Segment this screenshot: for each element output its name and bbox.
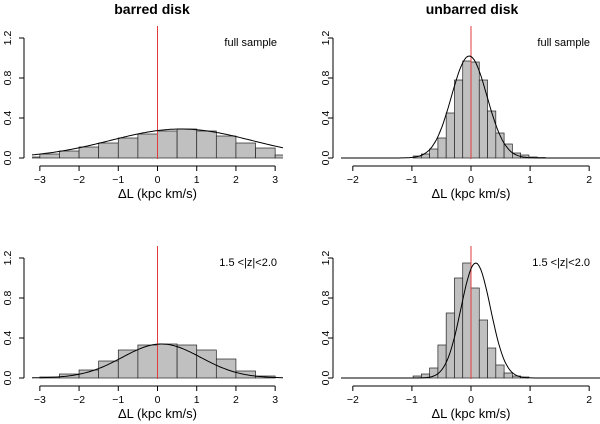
histogram-bar	[445, 112, 455, 159]
x-tick-label: −1	[406, 394, 418, 406]
x-axis-label: ΔL (kpc km/s)	[432, 406, 511, 421]
histogram-bar	[478, 79, 488, 159]
histogram-bar	[462, 60, 472, 159]
plot-area	[341, 26, 600, 159]
x-tick-label: 2	[233, 174, 239, 186]
y-tick-label: 0.4	[2, 111, 14, 126]
histogram-bar	[487, 110, 497, 159]
y-tick-label: 0.4	[320, 331, 332, 346]
x-tick-label: −2	[73, 394, 85, 406]
y-tick-label: 0.0	[320, 371, 332, 386]
panels-group: −3 −2 −1 0 1 2 3 ΔL (kpc km/s) 0.0 0.4 0.8 1.2 full …	[2, 26, 600, 421]
x-tick-label: 0	[468, 394, 474, 406]
histogram-bar	[215, 135, 237, 159]
x-tick-label: 1	[194, 394, 200, 406]
histogram-bar	[454, 79, 464, 159]
panel-top-right: −2 −1 0 1 2 ΔL (kpc km/s) 0.0 0.4 0.8 1.2 full sam…	[320, 26, 600, 201]
histogram-bar	[157, 343, 178, 379]
x-axis-label: ΔL (kpc km/s)	[432, 186, 511, 201]
y-tick-label: 0.0	[2, 371, 14, 386]
x-tick-label: 1	[527, 174, 533, 186]
histogram-bar	[157, 130, 178, 159]
histogram-bar	[215, 358, 237, 379]
panel-annotation: 1.5 <|z|<2.0	[219, 257, 277, 269]
x-tick-label: −1	[112, 394, 124, 406]
y-tick-label: 0.0	[2, 151, 14, 166]
histogram-bar	[454, 277, 464, 379]
x-tick-label: 2	[586, 394, 592, 406]
histogram-bar	[196, 130, 217, 159]
x-tick-label: 2	[233, 394, 239, 406]
histogram-bar	[274, 154, 283, 159]
y-tick-label: 0.4	[320, 111, 332, 126]
left-column-title: barred disk	[114, 1, 190, 17]
y-tick-label: 1.2	[320, 251, 332, 266]
histogram-bar	[495, 364, 505, 379]
plot-area	[341, 246, 600, 379]
y-tick-label: 1.2	[2, 31, 14, 46]
y-tick-label: 0.4	[2, 331, 14, 346]
histogram-bar	[503, 143, 513, 159]
panel-annotation: 1.5 <|z|<2.0	[532, 257, 590, 269]
y-tick-label: 0.8	[2, 71, 14, 86]
y-tick-label: 0.0	[320, 151, 332, 166]
histogram-bar	[39, 153, 60, 159]
panel-annotation: full sample	[537, 37, 590, 49]
histogram-bar	[503, 372, 513, 379]
plot-area	[32, 246, 283, 379]
x-tick-label: −3	[34, 174, 46, 186]
histogram-bar	[437, 137, 447, 159]
histogram-bar	[429, 148, 439, 159]
histogram-bar	[176, 128, 198, 159]
x-tick-label: 1	[194, 174, 200, 186]
y-tick-label: 0.8	[320, 291, 332, 306]
panel-bottom-right: −2 −1 0 1 2 ΔL (kpc km/s) 0.0 0.4 0.8 1.2 1.5 <|z|…	[320, 246, 600, 421]
y-tick-label: 0.8	[320, 71, 332, 86]
x-tick-label: 3	[272, 174, 278, 186]
panel-annotation: full sample	[224, 37, 277, 49]
histogram-bar	[470, 61, 480, 159]
x-tick-label: −1	[112, 174, 124, 186]
x-tick-label: 3	[272, 394, 278, 406]
histogram-bar	[117, 137, 139, 159]
x-tick-label: 0	[155, 174, 161, 186]
x-axis-label: ΔL (kpc km/s)	[118, 186, 197, 201]
x-tick-label: −2	[347, 394, 359, 406]
fit-curve	[341, 262, 600, 379]
y-tick-label: 1.2	[320, 31, 332, 46]
plot-area	[32, 26, 283, 159]
histogram-bar	[98, 360, 119, 379]
histogram-bar	[445, 312, 455, 379]
x-tick-label: −3	[34, 394, 46, 406]
histogram-bar	[495, 132, 505, 159]
histogram-bar	[487, 347, 497, 379]
x-tick-label: 0	[155, 394, 161, 406]
panel-top-left: −3 −2 −1 0 1 2 3 ΔL (kpc km/s) 0.0 0.4 0.8 1.2 full …	[2, 26, 283, 201]
x-tick-label: −1	[406, 174, 418, 186]
x-tick-label: 1	[527, 394, 533, 406]
y-tick-label: 0.8	[2, 291, 14, 306]
histogram-bar	[478, 319, 488, 379]
fit-curve	[32, 128, 283, 156]
x-tick-label: 0	[468, 174, 474, 186]
histogram-bar	[470, 287, 480, 379]
histogram-bar	[255, 147, 276, 159]
histogram-bar	[137, 344, 158, 379]
x-tick-label: −2	[73, 174, 85, 186]
fit-curve	[341, 55, 600, 159]
histogram-bar	[137, 133, 158, 159]
right-column-title: unbarred disk	[426, 1, 519, 17]
fit-curve	[32, 343, 283, 379]
x-tick-label: −2	[347, 174, 359, 186]
x-axis-label: ΔL (kpc km/s)	[118, 406, 197, 421]
histogram-bar	[98, 142, 119, 159]
histogram-bar	[59, 150, 80, 159]
histogram-bar	[235, 142, 256, 159]
histogram-bar	[78, 146, 100, 159]
y-tick-label: 1.2	[2, 251, 14, 266]
panel-bottom-left: −3 −2 −1 0 1 2 3 ΔL (kpc km/s) 0.0 0.4 0.8 1.2 1.5 <…	[2, 246, 283, 421]
x-tick-label: 2	[586, 174, 592, 186]
